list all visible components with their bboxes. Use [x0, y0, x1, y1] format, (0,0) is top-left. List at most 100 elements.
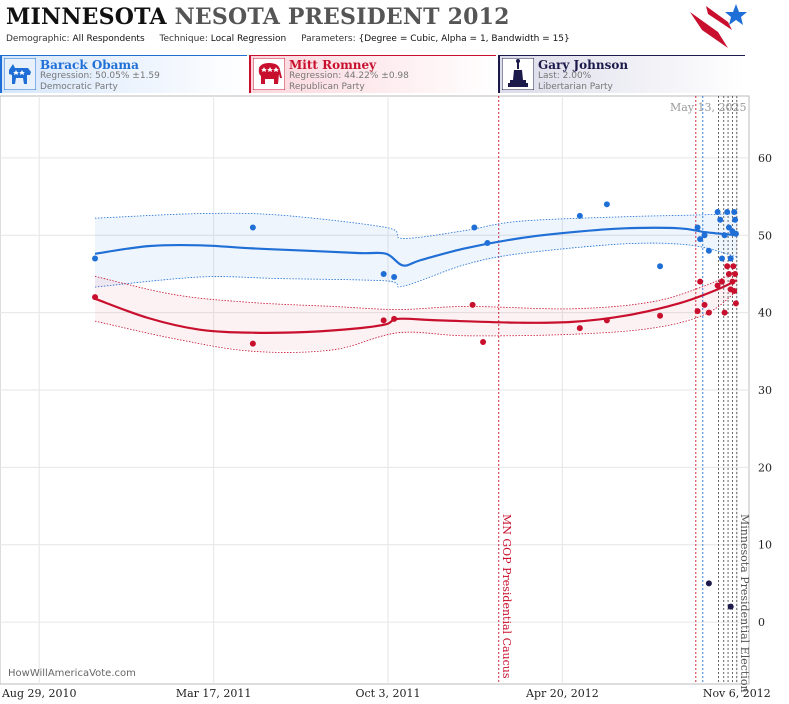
poll-points	[92, 201, 739, 610]
y-tick-label: 60	[758, 152, 772, 165]
parameters-line: Demographic: All Respondents Technique: …	[6, 34, 582, 44]
poll-point	[391, 274, 398, 281]
event-label: Minnesota Presidential Election	[738, 514, 751, 693]
poll-point	[380, 317, 387, 324]
band-lower-line	[94, 242, 737, 288]
trend-line	[94, 279, 738, 334]
statue-of-liberty-icon	[502, 58, 534, 90]
y-tick-label: 10	[758, 539, 772, 552]
poll-point	[484, 240, 491, 246]
poll-point	[657, 263, 664, 270]
candidate-stat: Last: 2.00%	[538, 71, 592, 81]
poll-point	[714, 209, 721, 216]
poll-point	[717, 216, 724, 223]
poll-point	[725, 270, 732, 277]
x-tick-label: Oct 3, 2011	[355, 687, 420, 700]
y-tick-label: 50	[758, 229, 772, 242]
poll-point	[471, 224, 478, 231]
page-title: MINNESOTA NESOTA PRESIDENT 2012	[6, 4, 510, 30]
poll-point	[732, 230, 739, 237]
candidate-name: Barack Obama	[40, 58, 139, 72]
technique-value: Local Regression	[210, 34, 287, 44]
poll-point	[92, 255, 99, 262]
poll-point	[576, 325, 583, 332]
x-tick-label: Apr 20, 2012	[525, 687, 599, 700]
y-tick-label: 20	[758, 461, 772, 474]
event-label: MN GOP Presidential Caucus	[500, 514, 513, 679]
poll-point	[729, 278, 736, 285]
y-axis: 0 10 20 30 40 50 60	[758, 152, 772, 629]
trend-lines	[94, 226, 738, 334]
poll-point	[701, 232, 708, 239]
technique-label: Technique:	[159, 34, 208, 44]
poll-point	[469, 301, 476, 308]
poll-point	[732, 270, 739, 277]
poll-point	[705, 309, 712, 316]
poll-point	[249, 340, 256, 347]
title-state: MINNESOTA	[6, 4, 167, 30]
grid	[0, 96, 749, 684]
poll-point	[380, 270, 387, 277]
parameters-value: {Degree = Cubic, Alpha = 1, Bandwidth = …	[358, 34, 570, 44]
poll-point	[705, 247, 712, 254]
candidate-party: Libertarian Party	[538, 82, 613, 92]
poll-point	[724, 263, 731, 270]
candidate-party: Democratic Party	[40, 82, 118, 92]
poll-point	[727, 255, 734, 262]
demographic-label: Demographic:	[6, 34, 70, 44]
poll-point	[724, 209, 731, 216]
x-tick-label: Mar 17, 2011	[176, 687, 252, 700]
poll-point	[730, 263, 737, 270]
demographic-value: All Respondents	[72, 34, 145, 44]
candidate-card-johnson[interactable]: Gary Johnson Last: 2.00% Libertarian Par…	[498, 55, 745, 93]
stars-stripes-logo-icon	[690, 4, 747, 48]
parameters-label: Parameters:	[301, 34, 356, 44]
y-tick-label: 30	[758, 384, 772, 397]
donkey-icon	[4, 58, 36, 90]
poll-point	[705, 580, 712, 587]
poll-point	[732, 216, 739, 223]
poll-point	[603, 201, 610, 208]
candidate-stat: Regression: 44.22% ±0.98	[289, 71, 409, 81]
poll-point	[249, 224, 256, 231]
x-axis: Aug 29, 2010 Mar 17, 2011 Oct 3, 2011 Apr 2…	[1, 687, 771, 700]
poll-point	[731, 209, 738, 216]
poll-point	[697, 236, 704, 243]
event-lines: MN GOP Presidential Caucus Minnesota Pres…	[498, 96, 751, 693]
poll-point	[701, 301, 708, 308]
x-tick-label: Nov 6, 2012	[703, 687, 771, 700]
candidate-card-obama[interactable]: Barack Obama Regression: 50.05% ±1.59 De…	[0, 55, 247, 93]
date-stamp: May 13, 2025	[670, 101, 747, 114]
poll-point	[694, 224, 701, 231]
candidate-party: Republican Party	[289, 82, 365, 92]
title-race: NESOTA PRESIDENT 2012	[174, 4, 510, 30]
elephant-icon	[253, 58, 285, 90]
poll-point	[718, 278, 725, 285]
poll-point	[721, 309, 728, 316]
band-upper-line	[94, 270, 737, 310]
poll-point	[576, 212, 583, 219]
poll-point	[92, 294, 99, 301]
confidence-band	[95, 270, 737, 352]
y-tick-label: 40	[758, 307, 772, 320]
poll-point	[391, 315, 398, 322]
poll-point	[714, 282, 721, 289]
candidate-name: Mitt Romney	[289, 58, 377, 72]
y-tick-label: 0	[758, 616, 765, 629]
poll-point	[603, 317, 610, 324]
x-tick-label: Aug 29, 2010	[1, 687, 77, 700]
poll-point	[731, 287, 738, 294]
poll-point	[721, 232, 728, 239]
poll-point	[718, 255, 725, 262]
chart-header: MINNESOTA NESOTA PRESIDENT 2012 Demograp…	[0, 0, 749, 50]
candidate-card-romney[interactable]: Mitt Romney Regression: 44.22% ±0.98 Rep…	[249, 55, 496, 93]
candidate-name: Gary Johnson	[538, 58, 629, 72]
band-lower-line	[94, 290, 738, 353]
poll-point	[732, 300, 739, 307]
poll-point	[727, 603, 734, 610]
poll-point	[725, 224, 732, 231]
poll-point	[480, 339, 487, 346]
site-credit: HowWillAmericaVote.com	[8, 668, 136, 679]
candidate-stat: Regression: 50.05% ±1.59	[40, 71, 160, 81]
